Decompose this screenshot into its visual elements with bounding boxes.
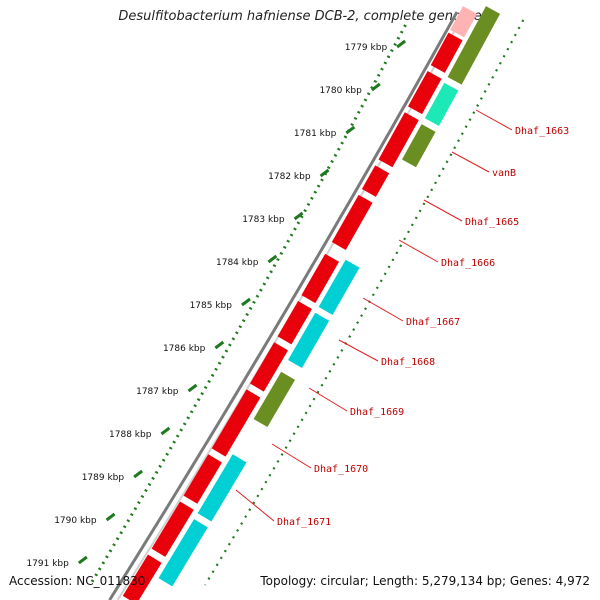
scale-label: 1786 kbp	[163, 344, 206, 354]
scale-label: 1787 kbp	[136, 387, 179, 397]
feature-block	[277, 300, 312, 345]
feature-block	[430, 32, 463, 73]
feature-block	[288, 312, 330, 368]
scale-label: 1781 kbp	[294, 129, 337, 139]
scale-label: 1780 kbp	[319, 86, 362, 96]
scale-tick	[267, 254, 278, 264]
scale-tick	[214, 340, 225, 350]
scale-label: 1788 kbp	[109, 430, 152, 440]
scale-ticks	[77, 19, 525, 586]
scale-label: 1785 kbp	[190, 301, 233, 311]
scale-tick	[105, 512, 116, 522]
scale-label: 1779 kbp	[345, 43, 388, 53]
feature-block	[301, 253, 340, 304]
gene-label: Dhaf_1665	[465, 217, 519, 228]
scale-labels: 1779 kbp 1780 kbp 1781 kbp 1782 kbp 1783 kbp…	[26, 43, 387, 569]
scale-tick	[319, 168, 330, 178]
scale-line	[88, 24, 407, 586]
gene-leader-line	[235, 489, 275, 522]
scale-label: 1790 kbp	[54, 516, 97, 526]
feature-block	[197, 454, 247, 522]
gene-label: Dhaf_1669	[350, 407, 404, 418]
scale-tick	[187, 383, 198, 393]
feature-block	[151, 501, 194, 557]
gene-leaders	[235, 109, 513, 522]
gene-leader-line	[398, 239, 439, 263]
gene-leader-line	[423, 199, 463, 222]
scale-label: 1791 kbp	[26, 559, 69, 569]
gene-leader-line	[308, 387, 348, 412]
topology-text: Topology: circular; Length: 5,279,134 bp…	[260, 574, 590, 588]
scale-tick	[241, 297, 251, 307]
gene-leader-line	[362, 297, 404, 322]
feature-block	[122, 554, 162, 600]
feature-block	[361, 165, 390, 197]
feature-block	[447, 6, 501, 85]
gene-leader-line	[338, 339, 379, 362]
scale-tick	[370, 82, 381, 92]
gene-leader-line	[475, 109, 513, 131]
feature-block	[211, 389, 261, 457]
feature-block	[331, 194, 373, 250]
gene-label: Dhaf_1670	[314, 464, 368, 475]
feature-block	[318, 259, 360, 315]
scale-label: 1783 kbp	[242, 215, 285, 225]
gene-label: Dhaf_1667	[406, 317, 460, 328]
scale-tick	[133, 469, 144, 479]
scale-label: 1789 kbp	[82, 473, 125, 483]
gene-label: Dhaf_1666	[441, 258, 495, 269]
inner-dotted-line	[204, 19, 525, 586]
feature-block	[249, 342, 289, 392]
gene-label: vanB	[492, 168, 516, 179]
gene-labels: Dhaf_1663 vanB Dhaf_1665 Dhaf_1666 Dhaf_1667…	[277, 126, 569, 528]
feature-block	[378, 112, 419, 168]
scale-tick	[77, 555, 88, 565]
feature-block	[450, 6, 478, 38]
gene-label: Dhaf_1671	[277, 517, 331, 528]
gene-label: Dhaf_1663	[515, 126, 569, 137]
feature-block	[424, 82, 459, 126]
gene-label: Dhaf_1668	[381, 357, 435, 368]
scale-tick	[396, 39, 407, 49]
map-title: Desulfitobacterium hafniense DCB-2, comp…	[118, 9, 482, 24]
scale-tick	[293, 211, 304, 221]
feature-track	[122, 6, 501, 600]
feature-block	[408, 71, 442, 115]
gene-leader-line	[271, 443, 312, 469]
scale-tick	[345, 125, 356, 135]
feature-block	[183, 454, 222, 504]
accession-text: Accession: NC_011830	[9, 574, 146, 588]
scale-label: 1782 kbp	[268, 172, 311, 182]
gene-leader-line	[451, 151, 490, 173]
scale-label: 1784 kbp	[216, 258, 259, 268]
feature-block	[402, 124, 436, 168]
feature-block	[253, 371, 296, 428]
feature-block	[158, 519, 208, 587]
scale-tick	[160, 426, 171, 436]
backbone-line	[108, 11, 459, 600]
